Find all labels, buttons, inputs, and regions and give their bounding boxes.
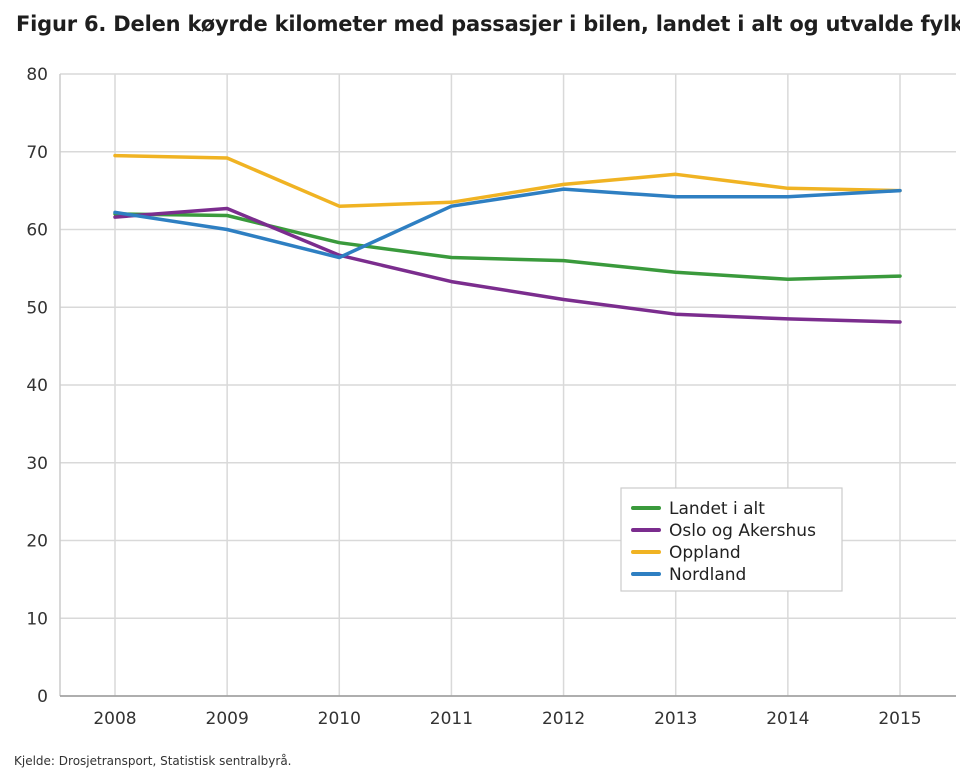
y-tick-label: 60 [26, 221, 48, 241]
axes: 0 10 20 30 40 50 60 70 80 2008 2009 2010 2011 2012 201… [26, 65, 956, 729]
legend-label-landet-i-alt: Landet i alt [669, 499, 765, 519]
legend-label-oslo-og-akershus: Oslo og Akershus [669, 521, 816, 541]
legend-label-nordland: Nordland [669, 565, 746, 585]
series-lines [113, 153, 902, 324]
series-line-landet-i-alt [113, 212, 902, 282]
y-tick-label: 80 [26, 65, 48, 85]
legend-label-oppland: Oppland [669, 543, 741, 563]
y-tick-label: 10 [26, 609, 48, 629]
y-tick-label: 0 [37, 687, 48, 707]
y-tick-label: 50 [26, 298, 48, 318]
y-tick-label: 40 [26, 376, 48, 396]
chart-title: Figur 6. Delen køyrde kilometer med pass… [16, 12, 960, 36]
y-tick-label: 20 [26, 532, 48, 552]
series-line-oslo-og-akershus [113, 206, 902, 324]
x-tick-label: 2008 [93, 709, 136, 729]
y-tick-label: 30 [26, 454, 48, 474]
series-line-oppland [113, 153, 902, 208]
x-tick-label: 2009 [206, 709, 249, 729]
x-tick-label: 2015 [878, 709, 921, 729]
x-tick-label: 2011 [430, 709, 473, 729]
y-tick-label: 70 [26, 143, 48, 163]
x-tick-label: 2010 [318, 709, 361, 729]
series-line-nordland [113, 187, 902, 260]
x-tick-label: 2013 [654, 709, 697, 729]
source-note: Kjelde: Drosjetransport, Statistisk sent… [14, 754, 292, 768]
grid-lines [60, 73, 956, 697]
x-tick-label: 2012 [542, 709, 585, 729]
x-tick-label: 2014 [766, 709, 809, 729]
